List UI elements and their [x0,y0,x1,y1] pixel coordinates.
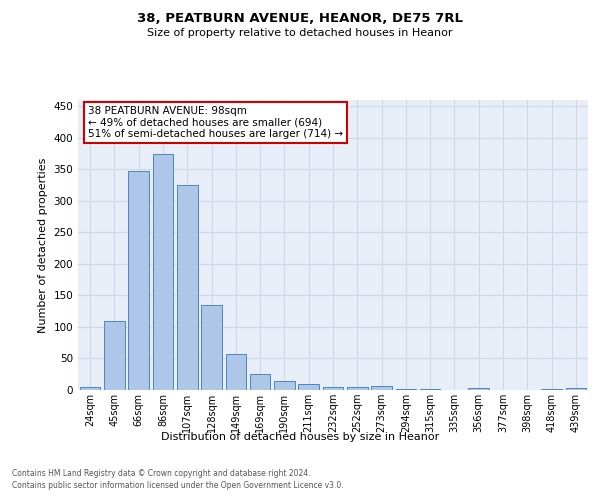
Bar [469,388,489,390]
Bar [80,387,100,390]
Bar [152,154,173,390]
Bar [274,381,295,390]
Bar [177,185,197,390]
Bar [201,305,222,390]
Bar [323,387,343,390]
Bar [226,354,246,390]
Y-axis label: Number of detached properties: Number of detached properties [38,158,48,332]
Bar [371,386,392,390]
Text: 38, PEATBURN AVENUE, HEANOR, DE75 7RL: 38, PEATBURN AVENUE, HEANOR, DE75 7RL [137,12,463,26]
Text: Size of property relative to detached houses in Heanor: Size of property relative to detached ho… [147,28,453,38]
Bar [566,388,586,390]
Bar [128,170,149,390]
Bar [298,384,319,390]
Bar [395,388,416,390]
Text: Distribution of detached houses by size in Heanor: Distribution of detached houses by size … [161,432,439,442]
Text: Contains HM Land Registry data © Crown copyright and database right 2024.: Contains HM Land Registry data © Crown c… [12,468,311,477]
Text: 38 PEATBURN AVENUE: 98sqm
← 49% of detached houses are smaller (694)
51% of semi: 38 PEATBURN AVENUE: 98sqm ← 49% of detac… [88,106,343,139]
Bar [347,388,368,390]
Text: Contains public sector information licensed under the Open Government Licence v3: Contains public sector information licen… [12,481,344,490]
Bar [104,320,125,390]
Bar [250,374,271,390]
